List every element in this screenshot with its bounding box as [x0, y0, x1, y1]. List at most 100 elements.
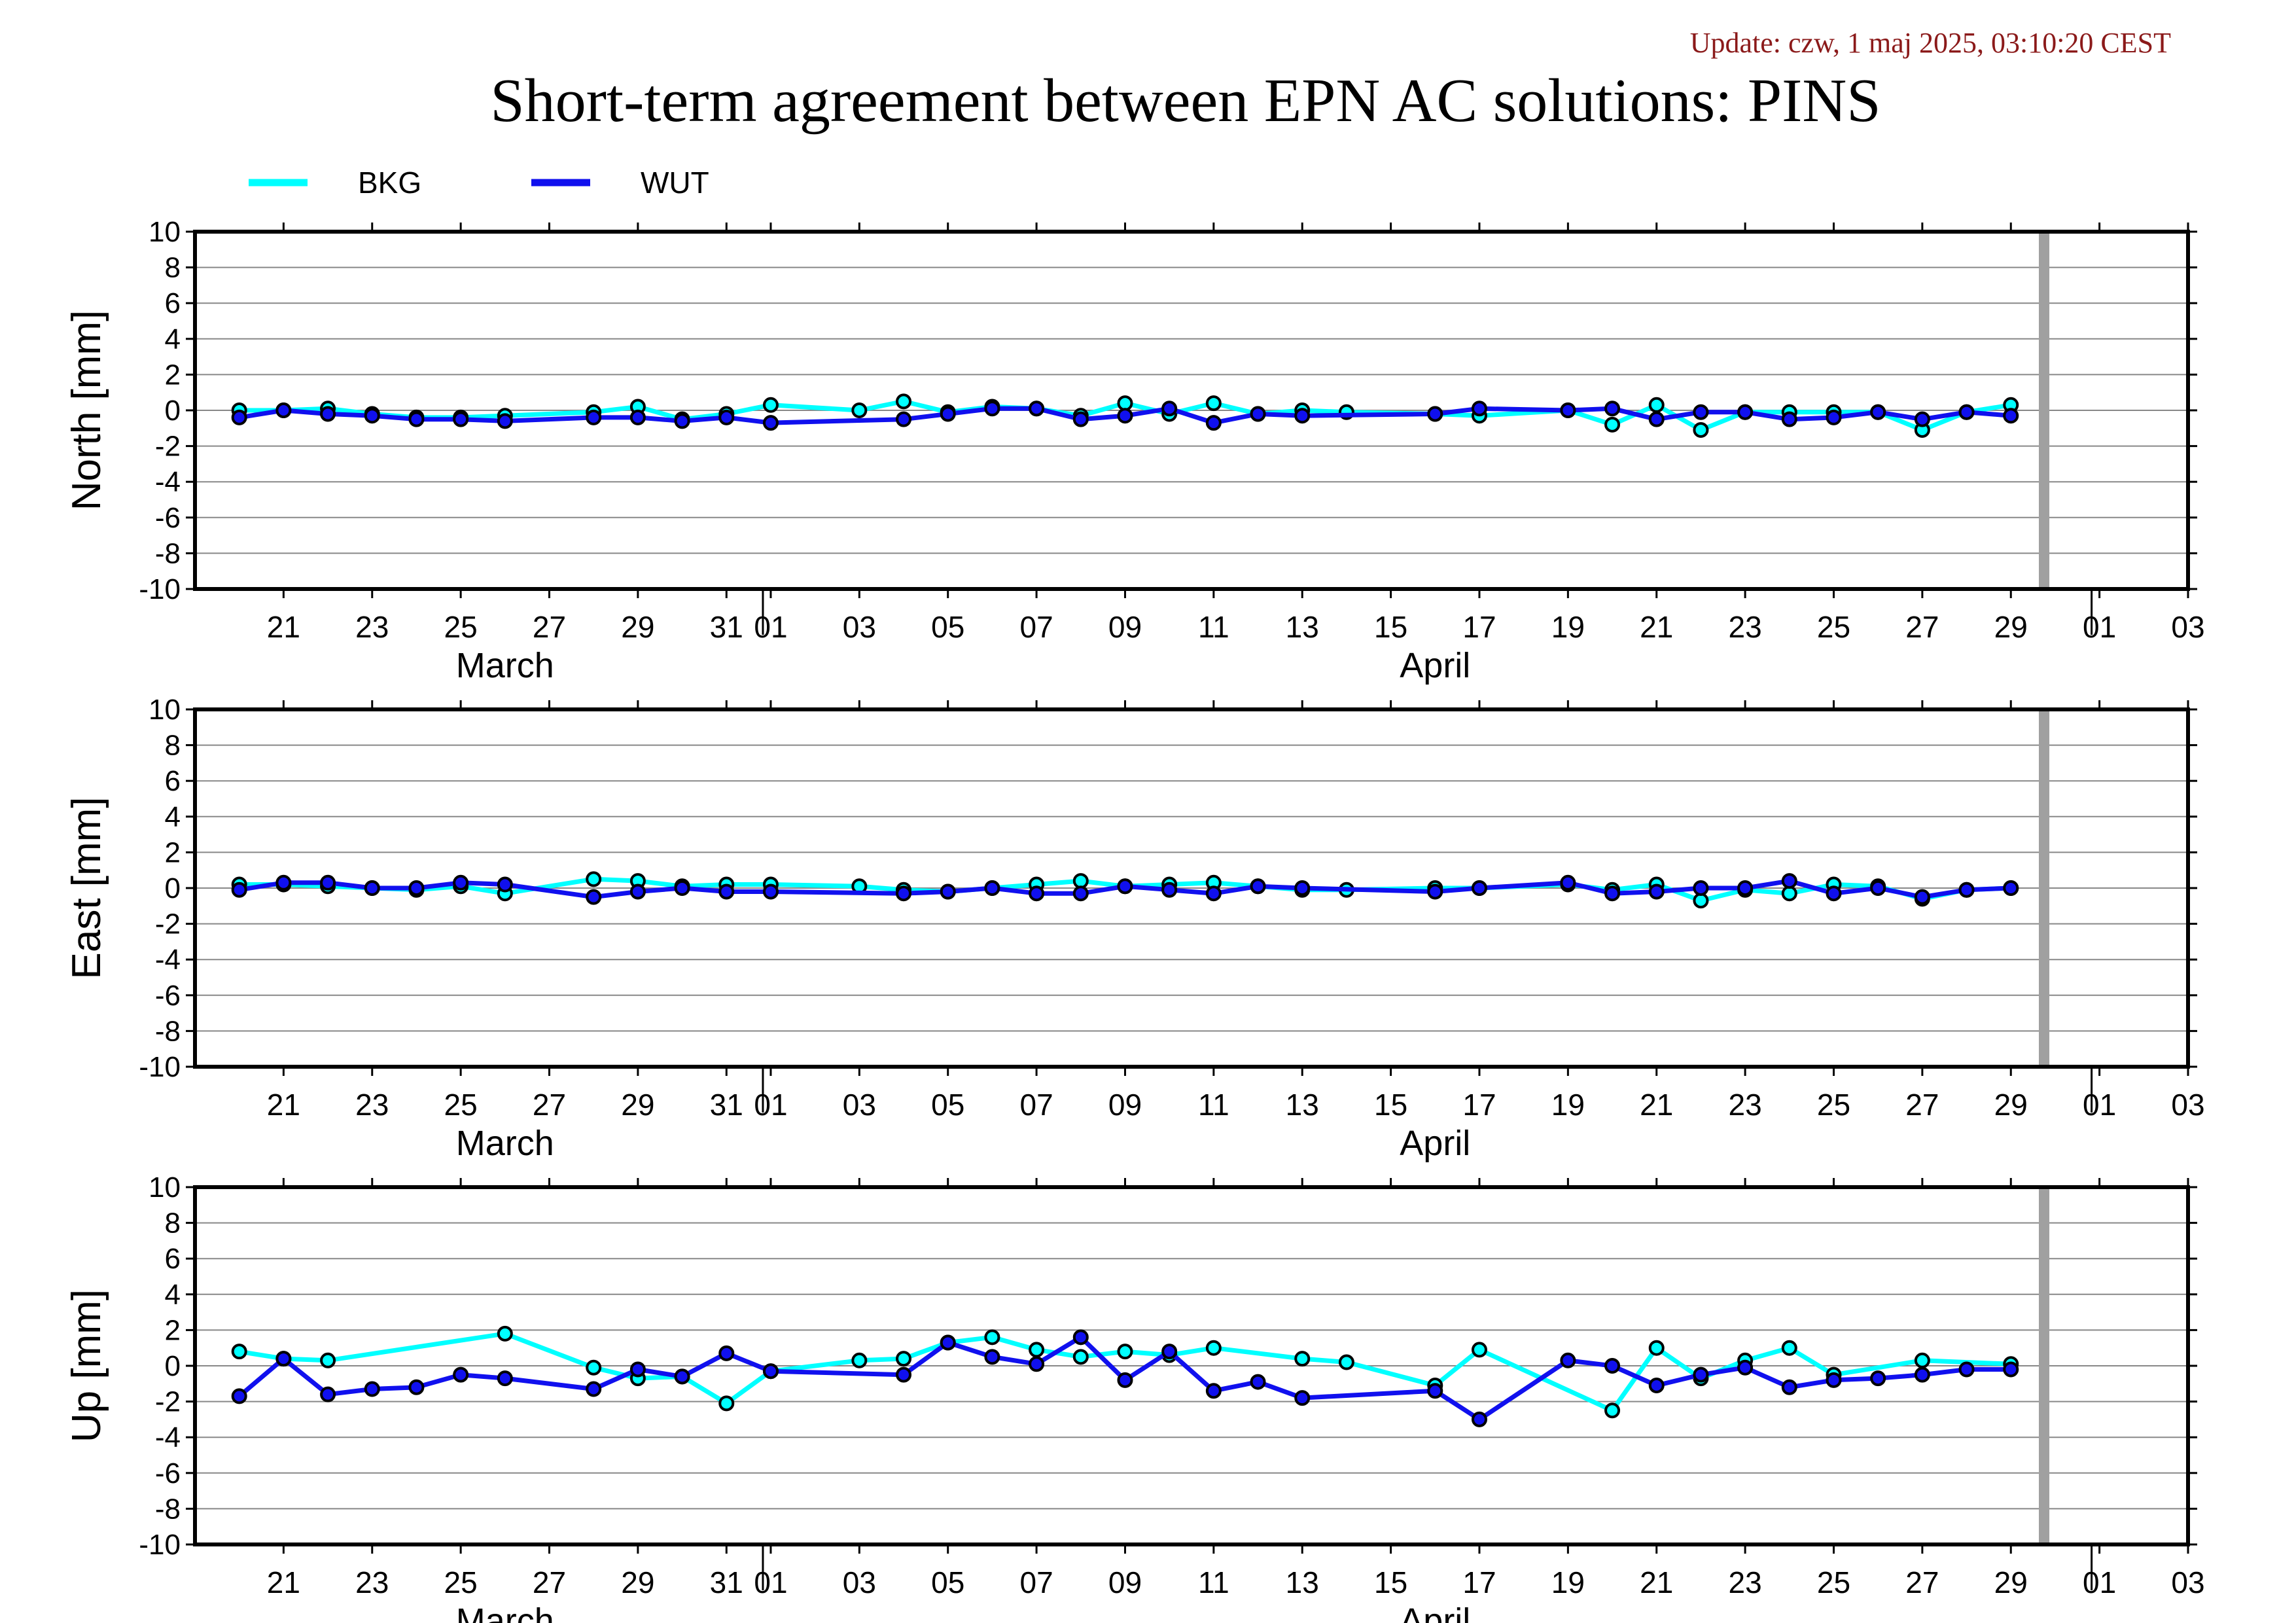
- y-tick-label: 0: [165, 872, 181, 904]
- data-point-bkg: [1205, 395, 1222, 412]
- data-point-bkg: [1914, 1352, 1930, 1368]
- y-tick-label: 6: [165, 765, 181, 797]
- x-tick-label: 29: [1994, 1088, 2028, 1122]
- x-tick-label: 23: [1729, 610, 1762, 644]
- data-point-wut: [1072, 885, 1089, 902]
- data-point-wut: [1205, 415, 1222, 431]
- x-tick-label: 19: [1551, 1088, 1585, 1122]
- data-point-wut: [1427, 406, 1443, 422]
- data-point-wut: [231, 882, 247, 898]
- data-point-wut: [762, 883, 779, 900]
- data-point-wut: [1029, 1356, 1045, 1372]
- data-point-wut: [1205, 885, 1222, 902]
- x-tick-label: 29: [621, 1088, 654, 1122]
- x-tick-label: 29: [1994, 1565, 2028, 1599]
- data-point-bkg: [1117, 395, 1133, 412]
- data-point-wut: [1914, 889, 1930, 905]
- y-tick-label: -8: [155, 1015, 181, 1047]
- y-tick-label: -6: [155, 502, 181, 534]
- x-tick-label: 29: [621, 610, 654, 644]
- x-tick-label: 29: [1994, 610, 2028, 644]
- data-point-bkg: [1294, 1351, 1311, 1367]
- data-point-wut: [718, 1345, 735, 1361]
- y-tick-label: 4: [165, 1279, 181, 1311]
- x-tick-label: 07: [1020, 1565, 1053, 1599]
- data-point-wut: [1958, 404, 1975, 420]
- data-point-wut: [1427, 883, 1443, 900]
- data-point-wut: [674, 413, 690, 429]
- data-point-wut: [364, 408, 380, 424]
- x-tick-label: 01: [754, 1565, 787, 1599]
- data-point-bkg: [1781, 885, 1797, 902]
- series-group: [231, 1325, 2019, 1427]
- data-point-wut: [1471, 880, 1487, 896]
- x-tick-label: 11: [1198, 1565, 1229, 1599]
- cutoff-bar: [2039, 709, 2050, 1067]
- data-point-bkg: [586, 1359, 602, 1376]
- y-tick-label: -10: [139, 1529, 181, 1561]
- data-point-wut: [1072, 411, 1089, 427]
- data-point-wut: [1427, 1383, 1443, 1399]
- data-point-bkg: [896, 1351, 912, 1367]
- data-point-wut: [2003, 408, 2019, 424]
- data-point-wut: [453, 874, 469, 891]
- legend-item-wut: WUT: [531, 166, 709, 200]
- data-point-wut: [275, 402, 292, 418]
- x-tick-label: 21: [1640, 610, 1673, 644]
- month-label: March: [456, 646, 554, 685]
- y-tick-label: -2: [155, 1386, 181, 1418]
- x-tick-label: 05: [931, 610, 964, 644]
- data-point-wut: [408, 411, 425, 427]
- data-point-bkg: [1029, 1342, 1045, 1358]
- y-axis-label: North [mm]: [64, 310, 109, 511]
- data-point-wut: [1826, 1372, 1842, 1388]
- data-point-wut: [674, 1368, 690, 1385]
- data-point-wut: [1294, 880, 1311, 896]
- update-timestamp: Update: czw, 1 maj 2025, 03:10:20 CEST: [1690, 27, 2171, 59]
- data-point-wut: [1560, 874, 1576, 891]
- x-tick-label: 23: [1729, 1088, 1762, 1122]
- data-point-wut: [1205, 1383, 1222, 1399]
- cutoff-bar: [2039, 1187, 2050, 1544]
- x-tick-label: 13: [1286, 1088, 1319, 1122]
- data-point-wut: [1294, 408, 1311, 424]
- data-point-wut: [1604, 1358, 1621, 1374]
- data-point-wut: [1250, 1374, 1266, 1390]
- data-point-wut: [896, 885, 912, 902]
- y-tick-label: -10: [139, 1051, 181, 1083]
- x-tick-label: 25: [1817, 610, 1850, 644]
- data-point-wut: [1781, 1379, 1797, 1395]
- y-tick-label: 4: [165, 801, 181, 833]
- data-point-wut: [2003, 880, 2019, 896]
- panel-north: 10 86 4 2 0 -2-4 -6-8 -10 North [mm] 21 23 25 27 29 31…: [64, 216, 2205, 685]
- data-point-wut: [408, 1379, 425, 1395]
- y-tick-label: -10: [139, 573, 181, 605]
- y-tick-label: -8: [155, 537, 181, 569]
- x-tick-label: 25: [1817, 1088, 1850, 1122]
- data-point-bkg: [851, 402, 868, 418]
- x-tick-label: 23: [355, 1565, 389, 1599]
- x-tick-label: 05: [931, 1088, 964, 1122]
- x-tick-label: 03: [843, 1088, 876, 1122]
- data-point-wut: [1072, 1329, 1089, 1346]
- month-label: March: [456, 1124, 554, 1163]
- y-tick-label: 8: [165, 1207, 181, 1240]
- x-tick-label: 03: [2171, 1565, 2204, 1599]
- x-tick-label: 23: [355, 610, 389, 644]
- data-point-wut: [762, 415, 779, 431]
- data-point-wut: [275, 874, 292, 891]
- data-point-wut: [762, 1363, 779, 1380]
- x-tick-label: 31: [710, 1565, 743, 1599]
- data-point-wut: [1737, 880, 1754, 896]
- data-point-wut: [940, 406, 956, 422]
- x-tick-label: 07: [1020, 610, 1053, 644]
- data-point-wut: [231, 409, 247, 425]
- data-point-bkg: [762, 397, 779, 413]
- data-point-wut: [1161, 401, 1178, 417]
- y-tick-label: -8: [155, 1493, 181, 1525]
- x-tick-label: 03: [843, 1565, 876, 1599]
- x-tick-label: 03: [843, 610, 876, 644]
- data-point-wut: [896, 411, 912, 427]
